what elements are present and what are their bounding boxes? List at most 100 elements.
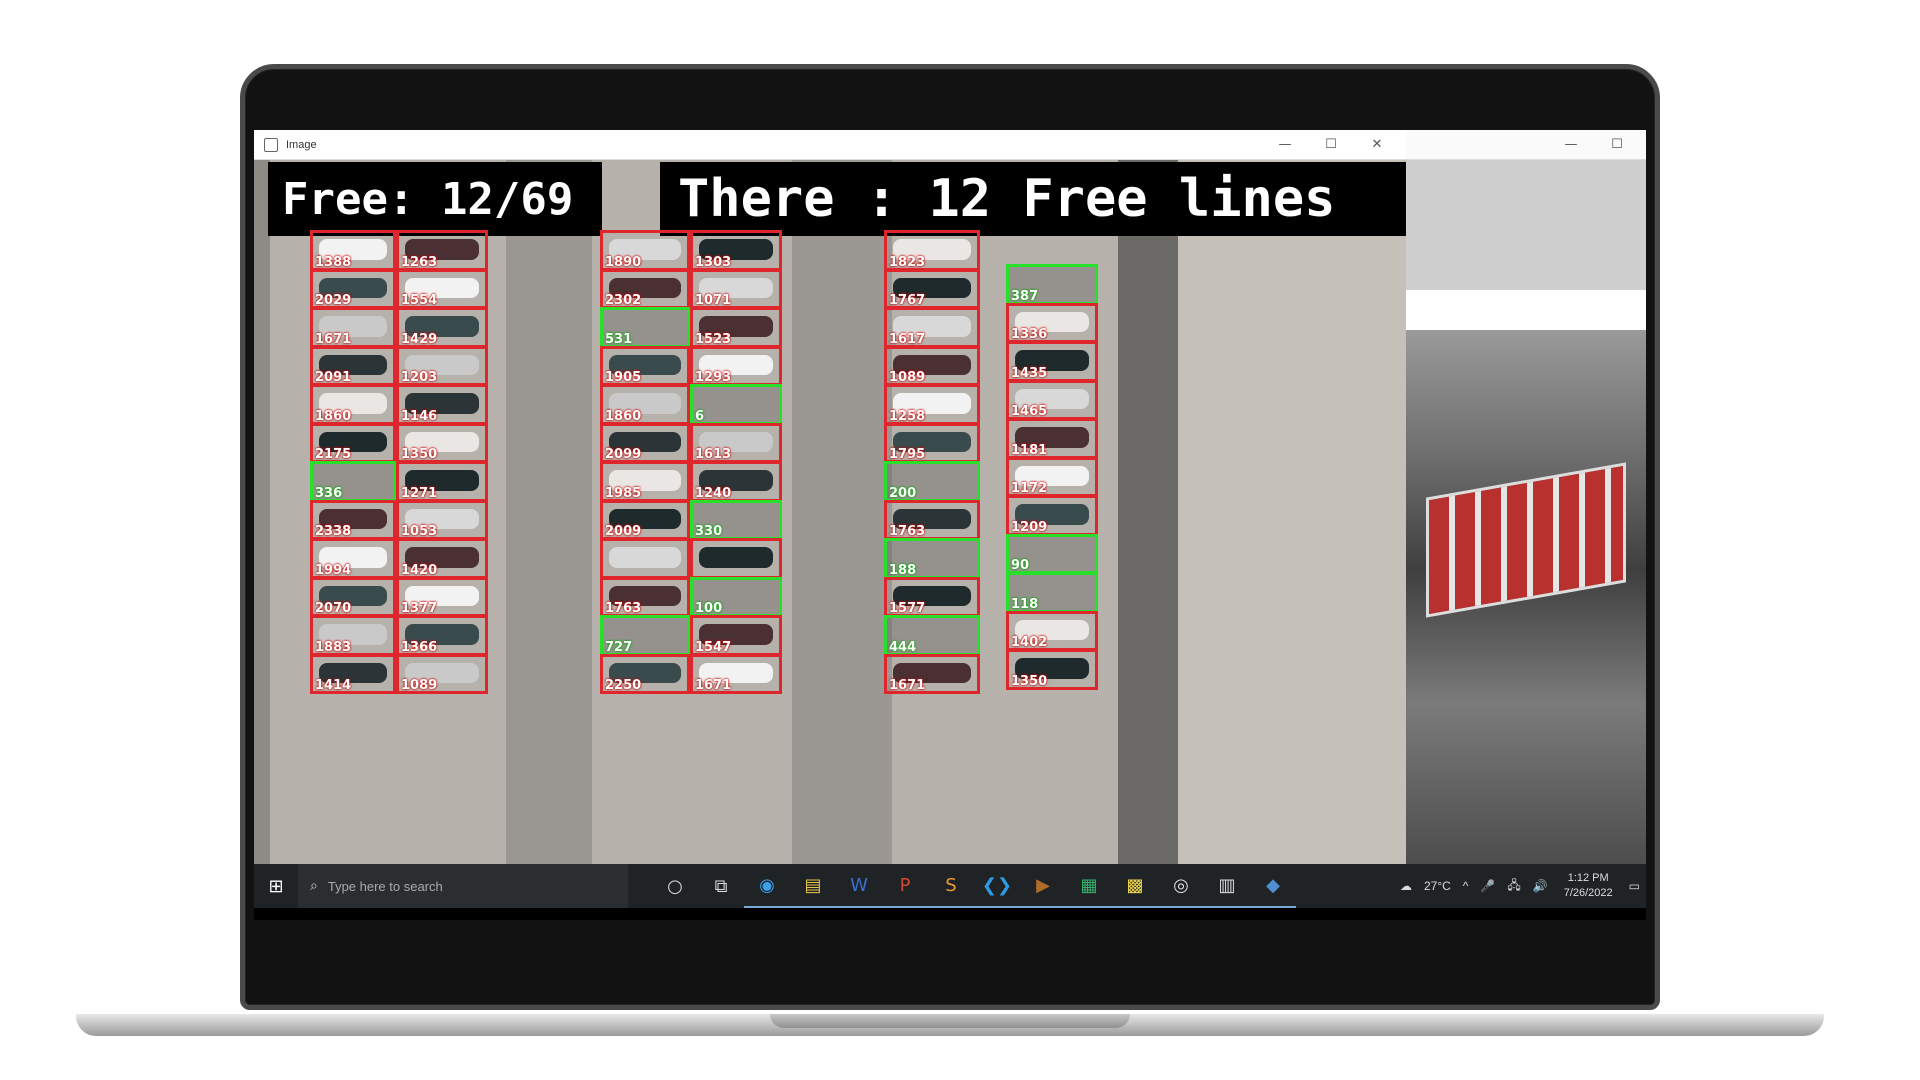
notification-icon[interactable]: ▭ <box>1628 879 1640 893</box>
occupied-parking-slot: 2250 <box>600 653 690 694</box>
occupied-parking-slot: 1336 <box>1006 302 1098 343</box>
file-explorer-icon[interactable]: ▤ <box>790 864 836 908</box>
parked-car <box>319 624 387 645</box>
notepad-icon[interactable]: ▦ <box>1066 864 1112 908</box>
occupied-parking-slot: 1303 <box>690 230 782 271</box>
slot-id-label: 531 <box>605 331 633 347</box>
parked-car <box>405 316 479 337</box>
slot-id-label: 2009 <box>605 524 642 539</box>
python-icon[interactable]: ◆ <box>1250 864 1296 908</box>
powerpoint-icon[interactable]: P <box>882 864 928 908</box>
maximize-button[interactable]: ☐ <box>1325 137 1337 152</box>
free-parking-slot: 188 <box>884 538 980 579</box>
free-parking-slot: 387 <box>1006 264 1098 305</box>
windows-start-icon[interactable]: ⊞ <box>268 875 284 897</box>
parked-car <box>893 239 971 260</box>
close-button[interactable]: ✕ <box>1371 137 1383 152</box>
occupied-parking-slot: 1985 <box>600 461 690 502</box>
occupied-parking-slot: 2009 <box>600 499 690 540</box>
slot-id-label: 2250 <box>605 678 642 693</box>
vscode-icon[interactable]: ❮❯ <box>974 864 1020 908</box>
image-window-titlebar[interactable]: Image — ☐ ✕ <box>254 130 1406 160</box>
parked-car <box>405 547 479 568</box>
background-window-controls: — ☐ <box>1548 130 1640 160</box>
occupied-parking-slot: 1240 <box>690 461 782 502</box>
slot-id-label: 2070 <box>315 601 352 616</box>
slot-id-label: 188 <box>889 562 917 578</box>
slot-id-label: 1414 <box>315 678 352 693</box>
parked-car <box>609 277 681 298</box>
occupied-parking-slot: 1890 <box>600 230 690 271</box>
chevron-up-icon[interactable]: ^ <box>1462 879 1469 893</box>
parked-car <box>405 508 479 529</box>
occupied-parking-slot <box>690 538 782 579</box>
sticky-notes-icon[interactable]: ▩ <box>1112 864 1158 908</box>
parked-car <box>319 277 387 298</box>
occupied-parking-slot: 1181 <box>1006 418 1098 459</box>
occupied-parking-slot: 1209 <box>1006 495 1098 536</box>
background-minimize-button[interactable]: — <box>1564 137 1578 152</box>
occupied-parking-slot: 2091 <box>310 345 396 386</box>
terminal-icon[interactable]: ▶ <box>1020 864 1066 908</box>
sublime-icon[interactable]: S <box>928 864 974 908</box>
network-icon[interactable]: 🖧 <box>1507 877 1521 892</box>
slot-id-label: 1209 <box>1011 519 1048 535</box>
parked-car <box>1015 427 1089 448</box>
free-parking-slot: 100 <box>690 576 782 617</box>
slot-id-label: 1303 <box>695 254 732 270</box>
background-maximize-button[interactable]: ☐ <box>1611 137 1623 152</box>
parked-car <box>319 239 387 260</box>
parked-car <box>699 662 773 683</box>
occupied-parking-slot: 1089 <box>396 653 488 694</box>
slot-id-label: 1823 <box>889 254 926 270</box>
slot-id-label: 1547 <box>695 639 732 655</box>
slot-id-label: 1795 <box>889 447 926 462</box>
laptop-notch <box>770 1014 1130 1028</box>
parked-car <box>609 393 681 414</box>
background-window-titlebar[interactable]: — ☐ <box>1406 130 1646 160</box>
parked-car <box>609 508 681 529</box>
occupied-parking-slot: 1554 <box>396 268 488 309</box>
parking-lot-view: Free: 12/69 There : 12 Free lines 1388 20… <box>254 160 1406 864</box>
slot-id-label: 1577 <box>889 601 926 616</box>
search-placeholder: Type here to search <box>327 878 443 894</box>
parked-car <box>893 393 971 414</box>
weather-icon[interactable]: ☁ <box>1399 879 1412 893</box>
slot-id-label: 2029 <box>315 293 352 308</box>
parked-car <box>609 547 681 568</box>
cortana-icon[interactable]: ○ <box>667 875 683 897</box>
occupied-parking-slot: 1671 <box>690 653 782 694</box>
github-icon[interactable]: ◎ <box>1158 864 1204 908</box>
slot-id-label: 1763 <box>889 524 926 539</box>
minimize-button[interactable]: — <box>1278 137 1292 152</box>
parked-car <box>893 277 971 298</box>
temperature-label[interactable]: 27°C <box>1423 879 1451 893</box>
slot-id-label: 1671 <box>315 331 352 347</box>
occupied-parking-slot: 2338 <box>310 499 396 540</box>
slot-id-label: 1203 <box>401 370 438 385</box>
taskbar-search-box[interactable]: ⌕ Type here to search <box>298 864 628 908</box>
parked-car <box>319 431 387 452</box>
speaker-icon[interactable]: 🔊 <box>1532 879 1548 893</box>
occupied-parking-slot: 1671 <box>310 307 396 348</box>
occupied-parking-slot: 1435 <box>1006 341 1098 382</box>
edge-icon[interactable]: ◉ <box>744 864 790 908</box>
slot-id-label: 1377 <box>401 601 438 616</box>
microphone-icon[interactable]: 🎤 <box>1480 879 1496 893</box>
parked-car <box>609 239 681 260</box>
occupied-parking-slot: 1172 <box>1006 456 1098 497</box>
files-icon[interactable]: ▥ <box>1204 864 1250 908</box>
task-view-icon[interactable]: ⧉ <box>714 875 728 897</box>
parked-car <box>405 585 479 606</box>
occupied-parking-slot: 1429 <box>396 307 488 348</box>
clock-time: 1:12 PM <box>1567 872 1609 884</box>
taskbar-clock[interactable]: 1:12 PM 7/26/2022 <box>1564 871 1613 901</box>
word-icon[interactable]: W <box>836 864 882 908</box>
occupied-parking-slot: 1350 <box>396 422 488 463</box>
occupied-parking-slot: 1763 <box>600 576 690 617</box>
slot-id-label: 1146 <box>401 408 438 424</box>
slot-id-label: 1293 <box>695 370 732 385</box>
occupied-parking-slot: 1089 <box>884 345 980 386</box>
occupied-parking-slot: 1402 <box>1006 610 1098 651</box>
occupied-parking-slot: 1617 <box>884 307 980 348</box>
